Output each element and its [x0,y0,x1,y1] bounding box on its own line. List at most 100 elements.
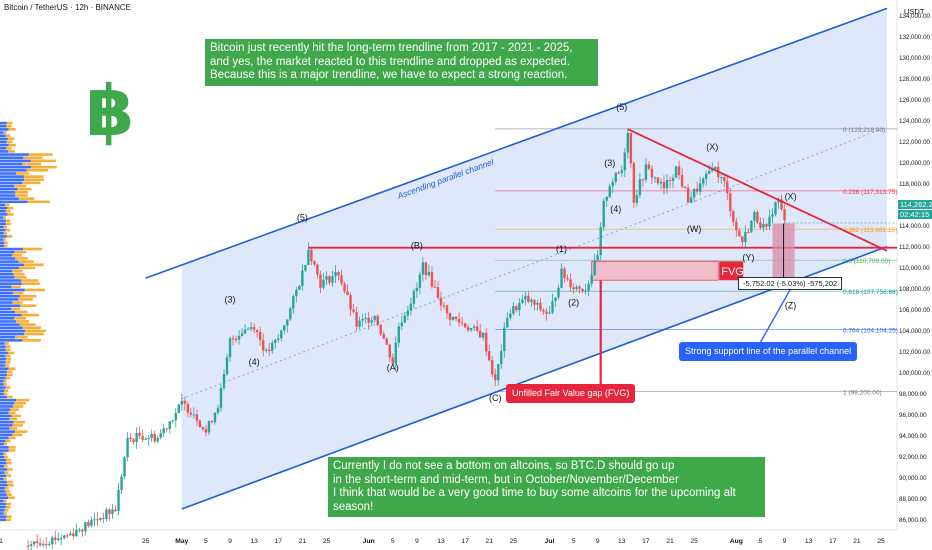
volume-profile-bar-sell [3,231,7,235]
volume-profile-bar-sell [7,137,15,141]
volume-profile-bar-buy [0,235,7,238]
volume-profile-bar-sell [5,228,11,232]
candle-body [331,276,334,283]
candle-body [207,421,211,433]
candle-body [478,330,482,338]
volume-profile-bar-buy [0,505,6,509]
note-bottom-line-3: I think that would be a very good time t… [333,487,736,513]
volume-profile-bar-buy [0,464,5,468]
volume-profile-bar-sell [6,370,13,374]
volume-profile-bar-sell [5,364,10,367]
volume-profile-bar-sell [16,398,30,402]
volume-profile-bar-sell [15,430,28,433]
volume-profile-bar-buy [0,165,32,169]
candle-body [620,170,624,174]
note-bottom: Currently I do not see a bottom on altco… [328,457,765,517]
volume-profile-bar-buy [0,228,6,232]
y-tick-label: 134,000.00 [899,13,931,20]
volume-profile-bar-buy [0,373,8,377]
volume-profile-bar-buy [0,461,7,465]
volume-profile-bar-buy [0,345,6,348]
candle-body [488,351,491,361]
candle-body [608,186,611,197]
volume-profile-bar-sell [18,298,33,301]
y-tick-label: 118,000.00 [899,181,930,188]
candle-body [132,439,135,443]
wave-label: (X) [785,191,797,201]
volume-profile-bar-sell [6,468,13,471]
candle-body [352,309,355,313]
channel-lower-line [181,245,888,510]
volume-profile-bar-buy [0,298,19,301]
volume-profile-bar-buy [0,518,6,522]
wave-label: (Y) [742,252,754,262]
volume-profile-bar-buy [0,351,8,355]
volume-profile-bar-buy [0,395,7,399]
volume-profile-bar-sell [6,235,13,238]
volume-profile-bar-sell [6,493,12,496]
volume-profile-bar-sell [4,471,9,474]
volume-profile-bar-sell [12,269,23,273]
candle-body [168,421,171,429]
candle-body [120,476,123,490]
candle-body [283,325,286,331]
volume-profile-bar-sell [30,159,57,163]
y-tick-label: 104,000.00 [899,328,931,335]
candle-body [292,296,295,309]
volume-profile-bar-sell [4,464,8,468]
candle-body [451,316,455,320]
volume-profile-bar-buy [0,411,9,415]
candle-body [370,320,373,323]
candle-body [129,437,132,440]
candle-body [512,306,515,314]
candle-body [481,332,485,338]
volume-profile-bar-buy [0,490,6,493]
candle-body [313,261,316,265]
x-tick-label: 25 [690,538,698,545]
note-top: Bitcoin just recently hit the long-term … [205,39,598,86]
volume-profile-bar-buy [0,339,23,342]
volume-profile-bar-sell [4,487,9,490]
volume-profile-bar-buy [0,291,13,295]
wave-label: (5) [616,102,627,112]
fvg-label: FVG [721,266,744,278]
volume-profile-bar-sell [8,411,16,415]
candle-body [264,349,268,351]
candle-body [150,433,153,438]
volume-profile-bar-buy [0,250,15,254]
volume-profile-bar-sell [4,244,8,248]
measure-label: -5,752.02 (-5.03%) -575,202 [738,277,843,290]
volume-profile-bar-buy [0,304,21,308]
x-tick-label: 13 [250,538,258,545]
candle-body [358,320,361,327]
volume-profile-bar-buy [0,241,5,245]
fib-label: 0.618 (107,756.88) [843,289,898,296]
volume-profile-bar-buy [0,364,6,367]
volume-profile-bar-buy [0,379,4,383]
volume-profile-bar-sell [6,515,12,518]
volume-profile-bar-buy [0,269,13,273]
volume-profile-bar-sell [7,213,14,216]
volume-profile-bar-buy [0,150,9,153]
candle-body [762,224,765,228]
y-tick-label: 102,000.00 [899,349,931,356]
volume-profile-bar-sell [22,326,41,330]
candle-body [96,519,99,521]
last-price: 114,262.22 [900,200,932,209]
candle-body [683,186,687,188]
candle-body [180,400,184,405]
candle-body [466,327,470,331]
volume-profile-bar-buy [0,294,21,298]
volume-profile-bar-sell [21,313,40,317]
volume-profile-bar-sell [18,197,35,200]
candle-body [494,374,497,381]
channel-mid-line [181,126,888,400]
candle-body [361,318,364,321]
volume-profile-bar-sell [12,291,24,295]
candle-body [750,220,753,233]
candle-body [277,338,280,340]
x-tick-label: 13 [437,538,445,545]
candle-body [54,537,57,541]
candle-body [765,224,768,227]
candle-body [183,400,187,404]
